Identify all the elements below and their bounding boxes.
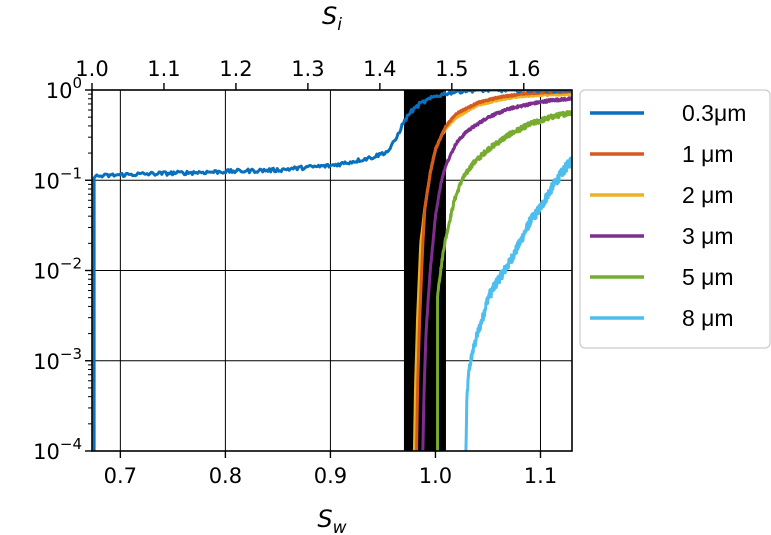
x-tick-label: 1.1 [524, 464, 557, 488]
x-axis-label-subscript: w [333, 518, 347, 535]
y-tick-label: 10−1 [33, 164, 82, 193]
x2-tick-label: 1.0 [75, 57, 108, 81]
legend-label: 3 μm [682, 223, 734, 249]
series-line [421, 96, 572, 451]
x2-tick-label: 1.5 [435, 57, 468, 81]
series-line [92, 90, 572, 451]
legend: 0.3μm 1 μm 2 μm 3 μm 5 μm 8 μm [579, 89, 771, 349]
x-tick-label: 1.0 [419, 464, 452, 488]
x2-axis-label-subscript: i [337, 15, 342, 35]
series-line [436, 110, 572, 451]
y-tick-label: 100 [46, 74, 82, 103]
legend-box [579, 89, 771, 349]
x-tick-label: 0.7 [104, 464, 137, 488]
legend-label: 0.3μm [682, 100, 746, 126]
x-tick-label: 0.8 [209, 464, 242, 488]
x2-tick-label: 1.3 [291, 57, 324, 81]
x2-axis-label: Si [322, 2, 342, 35]
x2-tick-label: 1.6 [507, 57, 540, 81]
x-tick-label: 0.9 [314, 464, 347, 488]
legend-label: 1 μm [682, 141, 734, 167]
legend-label: 2 μm [682, 182, 734, 208]
legend-label: 5 μm [682, 264, 734, 290]
y-tick-label: 10−3 [33, 345, 82, 374]
x-axis-label: Sw [317, 505, 346, 535]
x2-tick-label: 1.2 [219, 57, 252, 81]
legend-label: 8 μm [682, 305, 734, 331]
x2-tick-label: 1.4 [363, 57, 396, 81]
y-tick-label: 10−4 [33, 435, 82, 464]
series-line [464, 156, 572, 451]
axes: 0.7 0.8 0.9 1.0 1.1 1.0 1.1 1.2 1.3 1.4 1.5 1.6 10−4… [33, 57, 557, 488]
y-tick-label: 10−2 [33, 255, 82, 284]
x2-tick-label: 1.1 [147, 57, 180, 81]
series-layer [92, 90, 572, 451]
